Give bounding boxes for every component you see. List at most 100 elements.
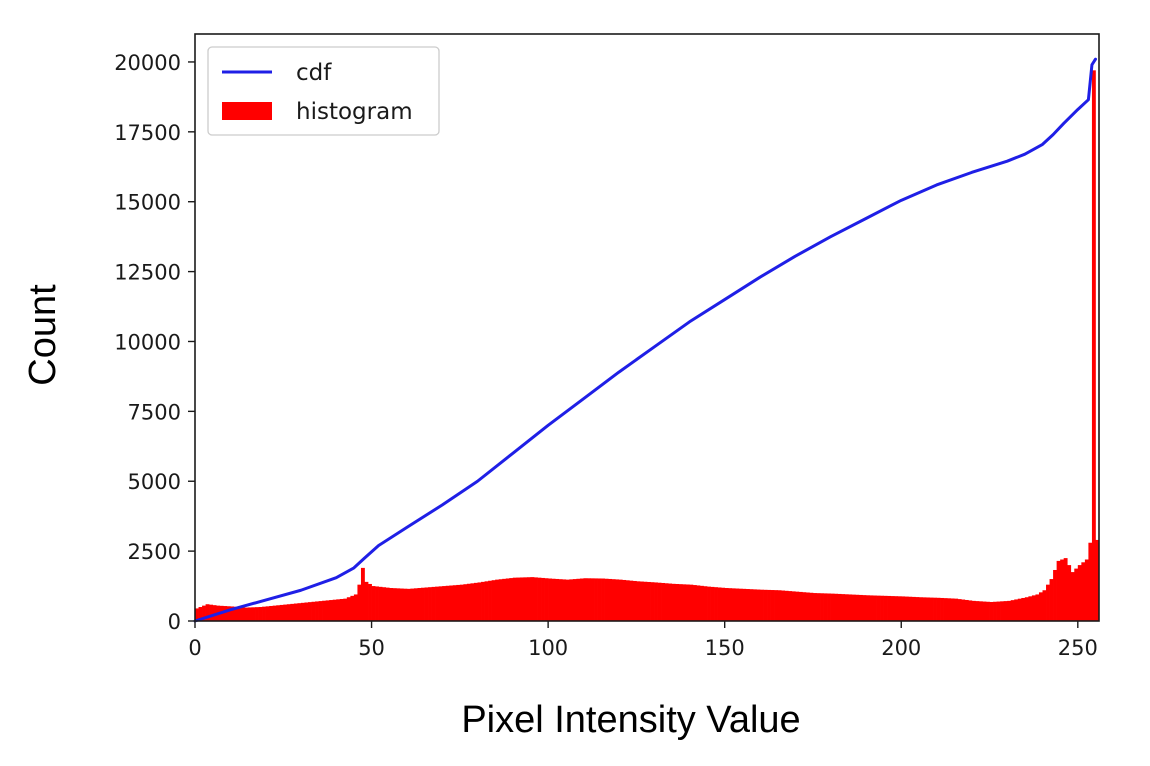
histogram-bar	[671, 583, 676, 621]
histogram-bar	[996, 601, 1001, 621]
histogram-bar	[336, 599, 341, 621]
histogram-bar	[947, 598, 952, 621]
histogram-bar	[865, 595, 870, 621]
axes: 0 50 100 150 200 2500250050007500100001250015…	[114, 33, 1100, 660]
histogram-bar	[894, 596, 899, 621]
x-tick-label: 0	[188, 636, 201, 660]
histogram-bar	[590, 578, 595, 621]
histogram-bar	[526, 577, 531, 621]
y-tick-label: 7500	[128, 400, 181, 424]
histogram-bar	[438, 586, 443, 621]
histogram-bar	[466, 583, 471, 621]
y-axis-title: Count	[22, 284, 64, 386]
histogram-bar	[265, 606, 270, 621]
histogram-bar	[343, 598, 348, 621]
histogram-bar	[325, 600, 330, 621]
histogram-bar	[608, 578, 613, 621]
histogram-bar	[770, 590, 775, 621]
histogram-bar	[382, 587, 387, 621]
x-tick-label: 200	[881, 636, 921, 660]
histogram-bar	[389, 588, 394, 621]
histogram-bar	[654, 582, 658, 621]
histogram-bar	[442, 586, 447, 621]
histogram-bar	[283, 604, 288, 621]
plot-area	[193, 57, 1100, 623]
histogram-bar	[604, 578, 609, 621]
histogram-bar	[202, 605, 206, 621]
x-tick-label: 50	[358, 636, 385, 660]
histogram-bar	[332, 599, 337, 621]
histogram-bar	[470, 583, 475, 621]
histogram-bar	[668, 583, 673, 621]
histogram-bar	[901, 596, 906, 621]
histogram-bar	[848, 594, 853, 621]
histogram-bar	[760, 589, 764, 621]
histogram-bar	[699, 585, 704, 621]
histogram-bar	[880, 595, 884, 621]
x-tick-label: 100	[528, 636, 568, 660]
histogram-bar	[954, 598, 959, 621]
histogram-bar	[304, 602, 309, 621]
histogram-bar	[255, 607, 259, 621]
histogram-bar	[1084, 559, 1089, 621]
histogram-bar	[618, 579, 623, 621]
histogram-bar	[1024, 597, 1029, 621]
legend-label-cdf: cdf	[296, 60, 332, 86]
histogram-bar	[1074, 568, 1079, 621]
histogram-bar	[897, 596, 902, 621]
histogram-bar	[565, 579, 570, 621]
histogram-bar	[661, 582, 666, 621]
histogram-bar	[459, 584, 464, 621]
x-axis-title: Pixel Intensity Value	[461, 699, 800, 741]
histogram-bar	[555, 578, 560, 621]
histogram-bar	[551, 578, 556, 621]
histogram-bar	[837, 593, 842, 621]
cdf-line	[193, 57, 1097, 623]
histogram-bar	[247, 607, 252, 621]
histogram-bar	[262, 606, 266, 621]
y-tick-label: 2500	[128, 540, 181, 564]
histogram-bar	[223, 606, 228, 621]
histogram-bar	[339, 598, 344, 621]
histogram-bar	[816, 593, 821, 621]
histogram-bar	[915, 597, 920, 621]
histogram-bar	[798, 591, 803, 621]
histogram-bar	[982, 601, 987, 621]
histogram-bar	[707, 586, 711, 621]
histogram-bar	[714, 587, 718, 621]
histogram-bar	[322, 600, 327, 621]
histogram-bar	[721, 587, 726, 621]
histogram-bar	[812, 593, 817, 621]
y-tick-label: 10000	[114, 330, 181, 354]
histogram-bar	[664, 583, 669, 621]
histogram-bar	[205, 604, 210, 621]
histogram-bar	[685, 584, 690, 621]
histogram-bar	[784, 590, 789, 621]
histogram-bar	[851, 594, 856, 621]
histogram-bar	[1038, 592, 1043, 621]
histogram-bar	[632, 580, 637, 621]
histogram-bar	[1014, 599, 1019, 621]
histogram-bar	[1010, 600, 1015, 621]
histogram-bar	[392, 588, 397, 621]
histogram-bar	[473, 582, 478, 621]
histogram-bar	[752, 589, 757, 621]
y-tick-label: 20000	[114, 51, 181, 75]
histogram-bar	[1007, 600, 1012, 621]
histogram-bar	[502, 578, 507, 621]
histogram-bar	[311, 601, 316, 621]
histogram-bar	[286, 604, 291, 621]
histogram-bar	[781, 590, 786, 621]
histogram-bar	[876, 595, 881, 621]
histogram-bar	[767, 589, 771, 621]
histogram-bar	[936, 597, 941, 621]
histogram-bar	[791, 591, 796, 621]
histogram-bar	[1021, 597, 1026, 621]
histogram-bar	[516, 577, 521, 621]
histogram-bar	[738, 588, 743, 621]
histogram-bar	[1095, 539, 1100, 621]
histogram-bar	[456, 584, 461, 621]
histogram-bar	[855, 594, 860, 621]
histogram-bar	[385, 587, 390, 621]
y-tick-label: 12500	[114, 261, 181, 285]
